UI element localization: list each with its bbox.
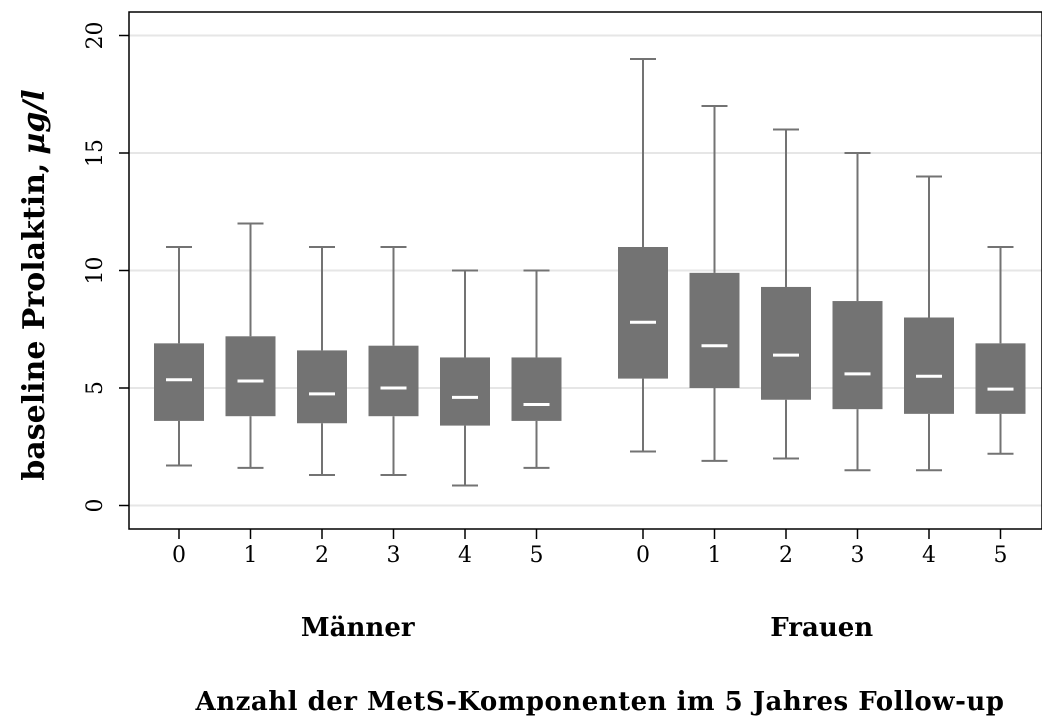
x-tick-label: 3: [851, 543, 865, 568]
box-männer-1: [225, 222, 276, 469]
iqr-box: [975, 343, 1026, 414]
box-frauen-3: [832, 152, 883, 472]
y-axis-label-text: baseline Prolaktin,: [17, 163, 52, 481]
y-tick-label: 5: [83, 381, 108, 395]
x-tick-label: 0: [172, 543, 186, 568]
x-tick-label: 0: [636, 543, 650, 568]
box-frauen-2: [761, 128, 811, 460]
x-tick-label: 2: [315, 543, 329, 568]
y-tick-label: 10: [83, 257, 108, 285]
box-frauen-1: [689, 105, 740, 462]
y-tick-label: 15: [83, 139, 108, 167]
x-tick-label: 1: [244, 543, 258, 568]
x-axis-label: Anzahl der MetS-Komponenten im 5 Jahres …: [195, 687, 1005, 717]
iqr-box: [832, 301, 883, 410]
x-tick-label: 1: [708, 543, 722, 568]
y-tick-label: 20: [83, 22, 108, 50]
box-männer-3: [368, 246, 419, 476]
y-tick-label: 0: [83, 499, 108, 513]
iqr-box: [368, 345, 419, 417]
grid-lines: [129, 34, 1042, 507]
x-tick-label: 5: [994, 543, 1008, 568]
iqr-box: [297, 350, 347, 424]
x-tick-label: 5: [530, 543, 544, 568]
box-frauen-0: [618, 58, 668, 453]
iqr-box: [904, 317, 954, 414]
iqr-box: [154, 343, 204, 421]
y-axis-unit: µg/l: [17, 89, 52, 154]
iqr-box: [618, 247, 668, 379]
x-tick-label: 4: [458, 543, 472, 568]
iqr-box: [761, 286, 811, 400]
x-tick-label: 4: [922, 543, 936, 568]
iqr-box: [689, 272, 740, 388]
box-frauen-5: [975, 246, 1026, 455]
group-label-männer: Männer: [301, 613, 415, 643]
iqr-box: [511, 357, 562, 421]
x-tick-label: 2: [779, 543, 793, 568]
x-tick-labels: 0 1 2 3 4 5 0 1 2 3 4 5: [172, 529, 1008, 568]
group-labels: Männer Frauen: [301, 613, 873, 643]
box-frauen-4: [904, 175, 954, 472]
y-axis-label: baseline Prolaktin, µg/l: [17, 89, 52, 480]
box-männer-2: [297, 246, 347, 476]
box-männer-5: [511, 269, 562, 469]
y-tick-labels: 0 5 10 15 20: [83, 22, 129, 513]
box-männer-4: [440, 269, 490, 487]
iqr-box: [440, 357, 490, 426]
box-männer-0: [154, 246, 204, 467]
iqr-box: [225, 336, 276, 417]
boxes: [154, 58, 1026, 487]
group-label-frauen: Frauen: [770, 613, 873, 643]
x-tick-label: 3: [387, 543, 401, 568]
